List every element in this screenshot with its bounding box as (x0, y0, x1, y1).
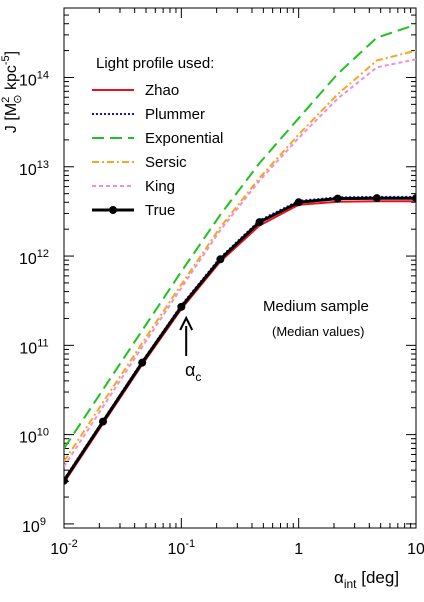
y-tick-label: 1011 (19, 337, 48, 357)
series-line-zhao (64, 200, 416, 484)
alpha-c-arrow (179, 315, 194, 356)
legend-label-plummer: Plummer (145, 106, 205, 123)
y-tick-label: 1010 (19, 427, 49, 447)
series-line-true (64, 196, 416, 482)
y-tick-label: 1013 (19, 159, 49, 179)
arrow-head (179, 315, 194, 331)
x-tick-label: 1 (294, 541, 303, 558)
plot-frame (63, 7, 417, 529)
data-point-true (177, 302, 186, 311)
alpha-c-label: αc (185, 360, 201, 384)
legend-marker (109, 206, 117, 214)
x-tick-label: 10-2 (50, 538, 78, 558)
data-point-true (138, 358, 147, 367)
data-point-true (372, 194, 381, 203)
legend-label-king: King (145, 178, 175, 195)
data-point-true (412, 194, 416, 203)
data-point-true (294, 198, 303, 207)
series-line-sersic (64, 49, 416, 463)
data-point-true (99, 417, 108, 426)
legend-label-sersic: Sersic (145, 154, 187, 171)
sample-annotation: Medium sample (263, 298, 369, 315)
x-tick-label: 10-1 (168, 538, 196, 558)
y-axis-label: J [M2⊙ kpc-5] (0, 51, 24, 133)
y-tick-label: 109 (22, 516, 46, 536)
y-tick-label: 1012 (19, 248, 49, 268)
x-tick-label: 10 (407, 541, 424, 558)
legend-label-true: True (145, 202, 175, 219)
x-axis-label: αint [deg] (334, 568, 399, 591)
y-tick-label: 1014 (19, 69, 49, 89)
legend-label-zhao: Zhao (145, 82, 179, 99)
series-line-king (64, 58, 416, 468)
series-line-exponential (64, 23, 416, 450)
data-point-true (64, 476, 68, 485)
legend: Light profile used: Zhao Plummer Exponenti… (92, 55, 223, 219)
data-point-true (333, 194, 342, 203)
legend-label-exponential: Exponential (145, 130, 223, 147)
data-point-true (216, 255, 225, 264)
legend-title: Light profile used: (96, 55, 214, 72)
data-point-true (255, 218, 264, 227)
median-annotation: (Median values) (272, 324, 365, 339)
